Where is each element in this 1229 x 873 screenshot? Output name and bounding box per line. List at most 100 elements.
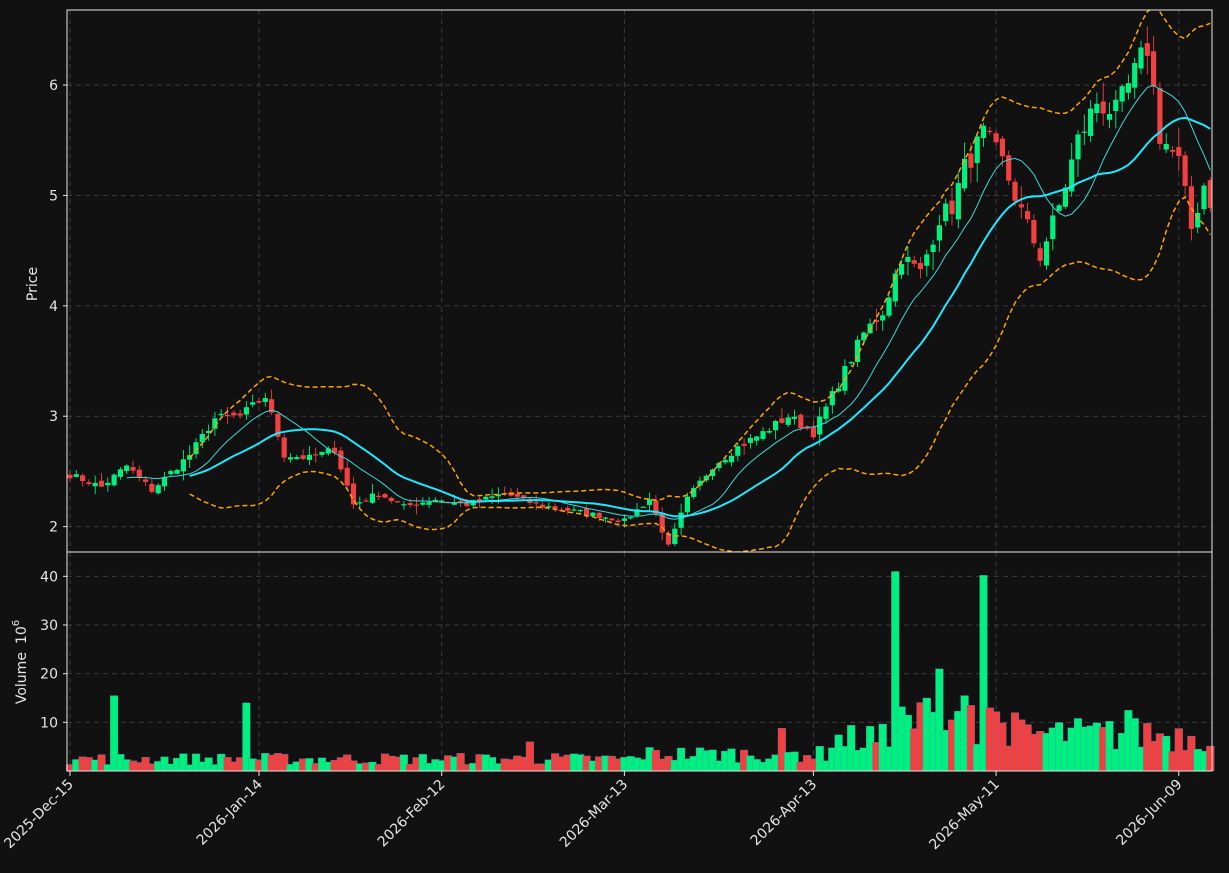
candle (117, 467, 123, 480)
candle (1182, 151, 1188, 195)
volume-panel-frame (66, 551, 1213, 772)
candle (86, 479, 92, 486)
candle (609, 517, 615, 522)
candle (420, 497, 426, 506)
candle (1144, 26, 1150, 75)
candle (684, 492, 690, 516)
price-y-ticks: 2 3 4 5 6 (49, 78, 67, 536)
candle (413, 497, 420, 515)
candle (647, 492, 653, 511)
candle (1132, 57, 1138, 99)
candle (962, 142, 968, 192)
candle (653, 494, 659, 517)
candle (193, 438, 199, 459)
candle (287, 453, 294, 463)
candle (892, 269, 898, 307)
candle (224, 406, 231, 425)
volume-panel (65, 571, 1215, 772)
candle (1157, 82, 1163, 151)
candle (747, 433, 753, 449)
candle (73, 470, 79, 478)
candle (539, 501, 546, 510)
candle (124, 464, 130, 474)
candle (930, 239, 936, 271)
candle (754, 435, 760, 446)
volume-tick-label: 30 (40, 618, 58, 634)
volume-axis-unit-exponent: 6 (11, 620, 22, 626)
price-axis-label: Price (25, 267, 41, 301)
price-tick-label: 4 (49, 299, 58, 315)
candle (206, 424, 212, 441)
candle (281, 433, 287, 462)
candle (766, 427, 772, 434)
candle (810, 420, 816, 440)
lower-band-line (189, 195, 1211, 552)
candle (275, 411, 281, 441)
candle (1094, 92, 1100, 123)
candle (1106, 102, 1113, 129)
candle (899, 259, 905, 280)
candle (886, 295, 892, 318)
candle (760, 427, 766, 441)
candle (174, 468, 180, 475)
candle (565, 505, 571, 515)
sma-fast-line (126, 84, 1211, 520)
candle (615, 518, 621, 525)
candle (300, 449, 306, 461)
candle (798, 413, 804, 431)
candle (243, 401, 249, 420)
candle (974, 132, 980, 182)
volume-tick-label: 20 (40, 667, 58, 683)
candle (1050, 202, 1056, 251)
candle (980, 122, 987, 147)
candle (1056, 203, 1062, 213)
candle (602, 516, 609, 523)
candle (1100, 82, 1106, 126)
volume-axis-unit: 10 (14, 626, 30, 644)
candle (401, 501, 407, 510)
candle (369, 483, 375, 505)
price-tick-label: 3 (49, 409, 58, 425)
candle (829, 386, 835, 414)
candle (111, 473, 117, 487)
candle (426, 496, 432, 509)
candle (640, 506, 646, 508)
candle (1006, 150, 1012, 186)
candle (294, 454, 300, 460)
candle (136, 465, 142, 482)
candle (1169, 145, 1176, 158)
candle (521, 494, 527, 500)
candle (1201, 183, 1207, 215)
candle (1176, 128, 1182, 172)
candle (848, 360, 854, 367)
volume-tick-label: 40 (40, 569, 58, 585)
candle (306, 446, 312, 466)
upper-band-line (189, 10, 1211, 501)
candle (338, 446, 344, 473)
candle (917, 256, 924, 279)
candle (376, 491, 382, 500)
candle (1025, 202, 1031, 224)
candle (1037, 242, 1043, 267)
candle (237, 409, 243, 419)
candle (1088, 100, 1094, 143)
candle (873, 308, 879, 331)
candle (911, 255, 917, 268)
candle (231, 410, 237, 419)
candle (1018, 186, 1024, 219)
candle (1081, 114, 1087, 145)
candle (741, 438, 747, 456)
candle (949, 188, 955, 226)
candle (1125, 74, 1131, 100)
price-tick-label: 5 (49, 188, 58, 204)
candle (344, 460, 350, 489)
candle (936, 215, 942, 252)
candle (710, 468, 716, 481)
candle (149, 478, 155, 494)
candle (779, 408, 785, 425)
volume-axis-label: Volume 106 (11, 620, 30, 704)
candle (313, 447, 319, 463)
volume-tick-label: 10 (40, 715, 58, 731)
candle (155, 483, 161, 495)
